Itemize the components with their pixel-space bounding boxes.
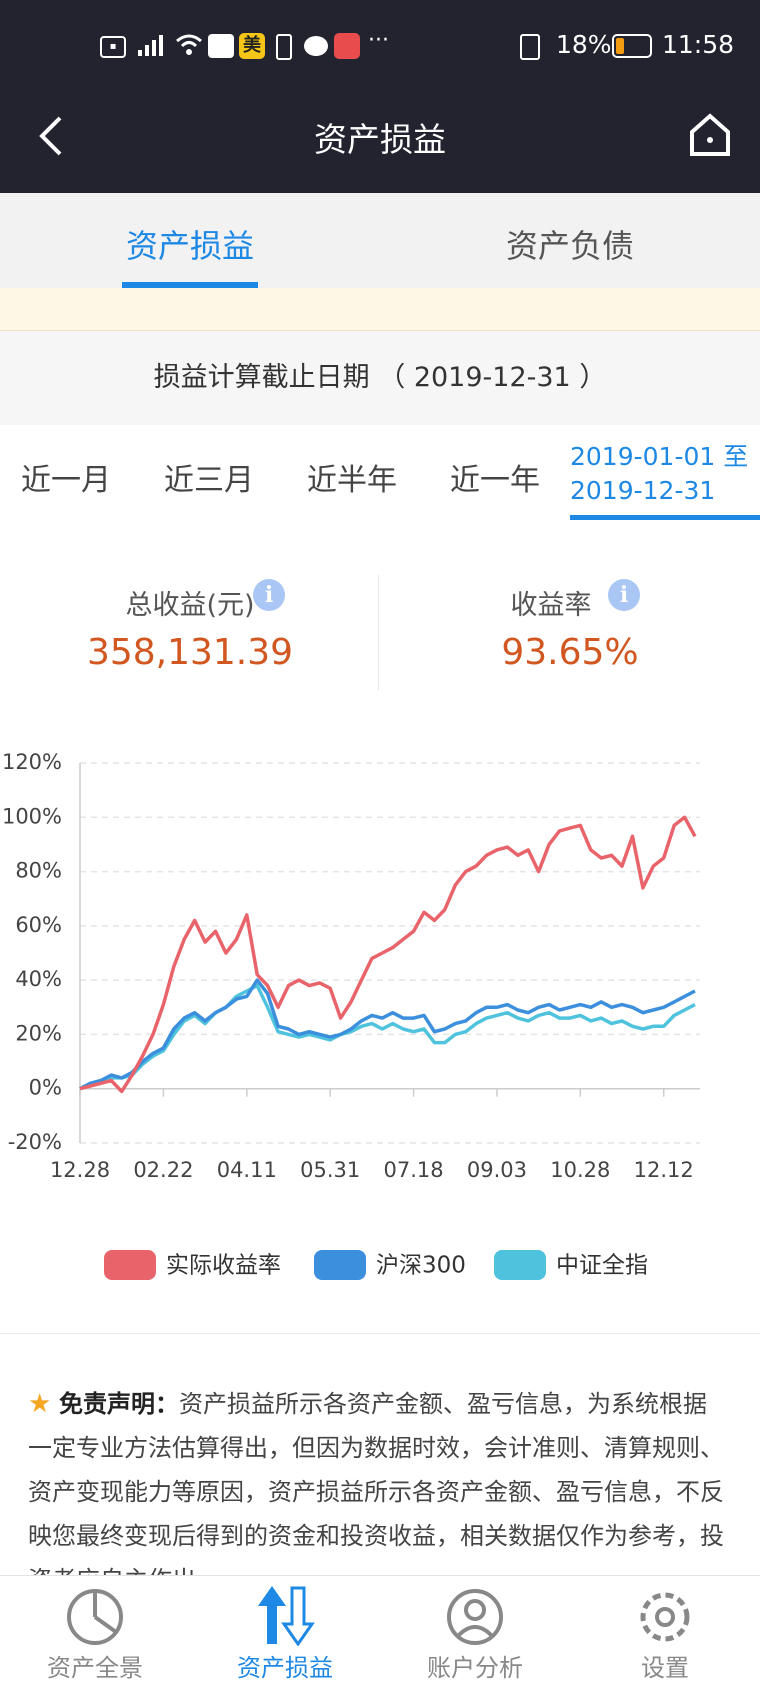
page-title: 资产损益 xyxy=(314,120,446,159)
legend-swatch xyxy=(314,1250,366,1280)
notify-icon xyxy=(276,34,292,60)
nav-icon xyxy=(447,1589,503,1645)
hd-icon: ▪ xyxy=(100,36,126,58)
x-tick-label: 04.11 xyxy=(217,1158,277,1182)
y-tick-label: 40% xyxy=(15,967,62,991)
period-button[interactable]: 近一年 xyxy=(450,463,540,498)
disclaimer-heading: 免责声明： xyxy=(58,1390,179,1418)
total-value: 358,131.39 xyxy=(86,632,294,673)
nav-icon xyxy=(640,1592,690,1642)
rate-label: 收益率 xyxy=(510,590,592,621)
divider xyxy=(0,1333,760,1334)
range-indicator xyxy=(570,515,760,520)
legend-swatch xyxy=(104,1250,156,1280)
tab-indicator xyxy=(122,282,258,288)
custom-range[interactable]: 2019-01-01 至 2019-12-31 xyxy=(570,440,748,508)
tab[interactable]: 资产负债 xyxy=(505,227,634,265)
y-tick-label: 80% xyxy=(15,859,62,883)
home-button[interactable] xyxy=(688,112,732,158)
vibrate-icon xyxy=(520,34,540,60)
wifi-icon xyxy=(176,34,202,55)
period-button[interactable]: 近半年 xyxy=(307,463,397,498)
x-tick-label: 12.28 xyxy=(50,1158,110,1182)
bottom-nav: 资产全景 资产损益 账户分析 设置 xyxy=(0,1575,760,1690)
x-tick-label: 10.28 xyxy=(550,1158,610,1182)
y-tick-label: 60% xyxy=(15,913,62,937)
notice-strip xyxy=(0,288,760,331)
series-line xyxy=(79,978,696,1091)
rate-value: 93.65% xyxy=(501,632,639,673)
x-tick-label: 02.22 xyxy=(133,1158,193,1182)
chart: -20% 0% 20% 40% 60% 80% 100% 120% 12.28 02.22 04.1… xyxy=(2,750,700,1280)
x-tick-label: 07.18 xyxy=(383,1158,443,1182)
x-tick-label: 12.12 xyxy=(634,1158,694,1182)
y-tick-label: 20% xyxy=(15,1021,62,1045)
status-header: ▪ 美 ··· 18% 11:58 资产损益 xyxy=(0,0,760,193)
battery-icon xyxy=(612,34,652,58)
range-end: 2019-12-31 xyxy=(570,476,716,505)
period-button[interactable]: 近一月 xyxy=(21,463,111,498)
range-start: 2019-01-01 xyxy=(570,442,716,471)
disclaimer: ★ 免责声明：资产损益所示各资产金额、盈亏信息，为系统根据一定专业方法估算得出，… xyxy=(28,1382,728,1582)
x-tick-label: 09.03 xyxy=(467,1158,527,1182)
nav-item[interactable]: 设置 xyxy=(641,1654,689,1682)
legend-label: 实际收益率 xyxy=(166,1253,281,1279)
x-tick-label: 05.31 xyxy=(300,1158,360,1182)
y-tick-label: 0% xyxy=(29,1076,62,1100)
legend-label: 沪深300 xyxy=(376,1253,466,1279)
tab-bar: 资产损益 资产负债 xyxy=(0,193,760,288)
star-icon: ★ xyxy=(28,1389,52,1419)
disclaimer-text: 资产损益所示各资产金额、盈亏信息，为系统根据一定专业方法估算得出，但因为数据时效… xyxy=(28,1390,724,1582)
period-button[interactable]: 近三月 xyxy=(164,463,254,498)
legend-swatch xyxy=(494,1250,546,1280)
nav-icon xyxy=(67,1589,123,1645)
app-icon xyxy=(334,33,360,59)
divider xyxy=(378,575,379,690)
chat-icon xyxy=(304,36,328,56)
nav-item[interactable]: 资产损益 xyxy=(237,1654,333,1682)
tab[interactable]: 资产损益 xyxy=(125,227,254,265)
app-badge: 美 xyxy=(239,33,265,59)
y-tick-label: -20% xyxy=(8,1130,62,1154)
info-icon[interactable]: i xyxy=(608,579,640,611)
date-line: 损益计算截止日期 （ 2019-12-31 ） xyxy=(0,331,760,425)
legend-label: 中证全指 xyxy=(556,1253,648,1279)
battery-text: 18% xyxy=(556,30,612,59)
total-label: 总收益(元) xyxy=(125,590,255,621)
clock: 11:58 xyxy=(662,30,735,59)
app-icon xyxy=(208,34,234,58)
nav-item[interactable]: 账户分析 xyxy=(427,1654,523,1682)
info-icon[interactable]: i xyxy=(253,579,285,611)
series-line xyxy=(79,815,697,1094)
more-icon: ··· xyxy=(368,28,389,53)
nav-item[interactable]: 资产全景 xyxy=(47,1654,143,1682)
series-line xyxy=(79,983,696,1091)
back-button[interactable] xyxy=(36,114,66,158)
range-to: 至 xyxy=(723,442,749,471)
signal-icon xyxy=(138,35,163,56)
y-tick-label: 100% xyxy=(2,804,62,828)
nav-icon xyxy=(258,1586,315,1646)
y-tick-label: 120% xyxy=(2,750,62,774)
